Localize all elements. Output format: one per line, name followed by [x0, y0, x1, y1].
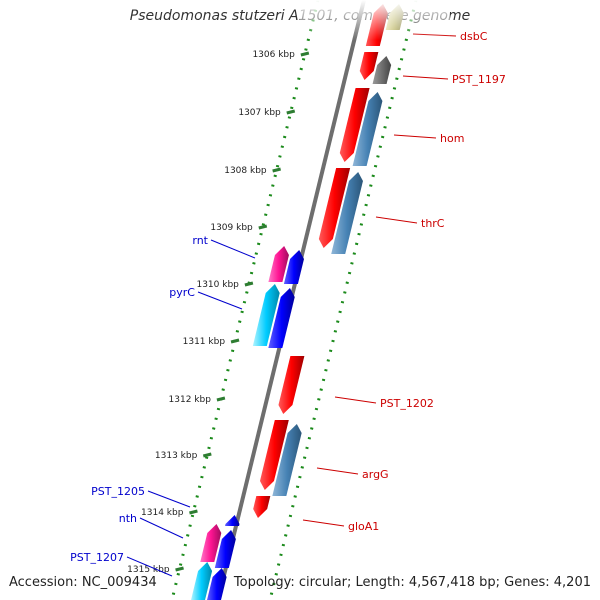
gene-label-right[interactable]: PST_1202	[380, 397, 434, 410]
right-label-leader	[375, 216, 418, 224]
gene-arrow-PST_1205-b[interactable]	[225, 515, 240, 526]
right-label-leader	[302, 519, 345, 527]
ruler-label: 1313 kbp	[155, 451, 198, 461]
gene-label-right[interactable]: thrC	[421, 217, 445, 230]
ruler-label: 1314 kbp	[141, 508, 184, 518]
accession-text: Accession: NC_009434	[9, 575, 157, 590]
gene-arrow-thrC-b[interactable]	[331, 172, 363, 254]
gene-arrow-argG-b[interactable]	[272, 424, 302, 496]
gene-label-left[interactable]: nth	[119, 512, 137, 525]
ruler-tick	[258, 224, 268, 230]
ruler-tick	[286, 109, 296, 115]
ruler-tick	[272, 167, 282, 173]
gene-arrow-argG[interactable]	[259, 420, 289, 490]
gene-label-left[interactable]: PST_1207	[70, 551, 124, 564]
ruler-tick	[175, 566, 184, 572]
gene-arrow-pyrC-b[interactable]	[268, 288, 295, 348]
ruler-label: 1309 kbp	[210, 223, 253, 233]
ruler-label: 1310 kbp	[196, 280, 239, 290]
gene-arrow-hom[interactable]	[339, 88, 370, 162]
gene-arrow-PST_1207[interactable]	[191, 562, 213, 600]
gene-label-right[interactable]: argG	[362, 468, 389, 481]
gene-label-right[interactable]: gloA1	[348, 520, 379, 533]
ruler-label: 1307 kbp	[238, 108, 281, 118]
gene-arrow-PST_1205[interactable]	[200, 524, 222, 562]
ruler-label: 1306 kbp	[252, 50, 295, 60]
ruler-label: 1311 kbp	[183, 337, 226, 347]
ruler-tick	[300, 51, 310, 57]
ruler-tick	[189, 509, 198, 515]
gene-label-right[interactable]: PST_1197	[452, 73, 506, 86]
ruler-tick	[216, 396, 226, 402]
gene-arrow-nth[interactable]	[214, 530, 236, 568]
left-label-leader	[147, 490, 191, 508]
ruler-tick	[244, 281, 254, 287]
ruler-tick	[230, 338, 240, 344]
gene-arrow-hom-b[interactable]	[352, 92, 383, 166]
gene-arrow-PST_1197[interactable]	[372, 56, 392, 84]
left-label-leader	[197, 291, 243, 310]
gene-arrow-PST_1202[interactable]	[278, 356, 305, 414]
gene-label-right[interactable]: hom	[440, 132, 464, 145]
left-label-leader	[139, 517, 184, 539]
gene-arrow-rnt[interactable]	[268, 246, 289, 282]
ruler-label: 1315 kbp	[127, 565, 170, 575]
right-label-leader	[316, 467, 359, 475]
gene-arrow-pyrC[interactable]	[252, 284, 280, 346]
gene-arrow-gloA1[interactable]	[253, 496, 271, 518]
ruler-label: 1308 kbp	[224, 166, 267, 176]
inner-tick-track	[170, 0, 320, 600]
genome-summary-text: Topology: circular; Length: 4,567,418 bp…	[233, 575, 591, 590]
features-group	[191, 4, 404, 600]
gene-label-left[interactable]: pyrC	[169, 286, 195, 299]
gene-label-right[interactable]: dsbC	[460, 30, 488, 43]
right-label-leader	[402, 75, 449, 80]
left-label-leader	[210, 239, 256, 259]
right-label-leader	[393, 134, 437, 139]
gene-label-left[interactable]: rnt	[192, 234, 208, 247]
ruler-tick	[202, 452, 212, 458]
gene-arrow-PST_1197-a[interactable]	[359, 52, 379, 80]
gene-label-left[interactable]: PST_1205	[91, 485, 145, 498]
left-label-leader	[126, 556, 173, 577]
right-label-leader	[334, 396, 377, 404]
ruler-group: 1306 kbp 1307 kbp 1308 kbp 1309 kbp 1310 kbp…	[127, 50, 310, 575]
gene-arrow-PST_1207-b[interactable]	[207, 568, 227, 600]
ruler-label: 1312 kbp	[169, 395, 212, 405]
gene-arrow-thrC[interactable]	[318, 168, 351, 248]
top-fade	[300, 0, 450, 40]
gene-arrow-rnt-b[interactable]	[283, 250, 304, 284]
